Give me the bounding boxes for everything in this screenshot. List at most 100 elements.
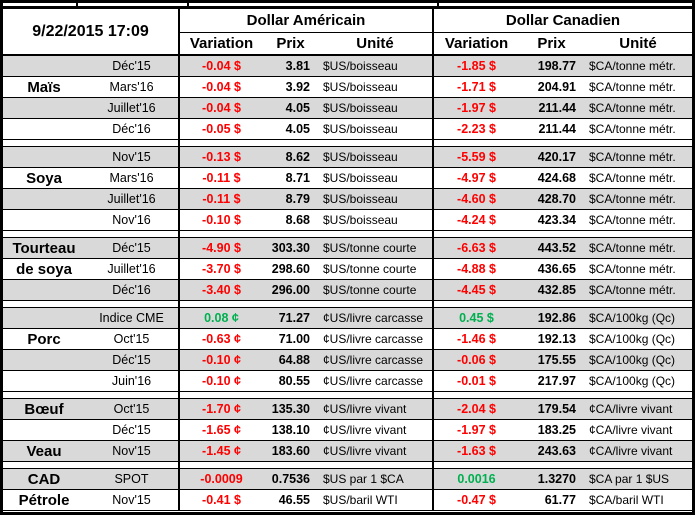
variation-us: -0.0009 [178, 469, 263, 489]
prix-ca: 443.52 [537, 241, 576, 255]
variation-us: -0.13 $ [178, 147, 263, 167]
contract-month: Juillet'16 [107, 192, 156, 206]
ca-variation-header: Variation [432, 33, 519, 54]
table-row: Indice CME 0.08 ¢ 71.27 ¢US/livre carcasse 0… [3, 308, 692, 329]
prix-ca: 183.25 [537, 423, 576, 437]
unite-ca: $CA/tonne métr. [589, 122, 676, 136]
commodity-label [3, 210, 85, 230]
group-separator [3, 301, 692, 308]
separator-cell [432, 462, 692, 468]
prix-us: 183.60 [271, 444, 310, 458]
variation-ca: -1.63 $ [432, 441, 519, 461]
prix-ca: 428.70 [537, 192, 576, 206]
commodity-label [3, 147, 85, 167]
prix-ca: 1.3270 [537, 472, 576, 486]
prix-us: 3.81 [285, 59, 310, 73]
prix-ca: 204.91 [537, 80, 576, 94]
unite-ca: $CA/tonne métr. [589, 241, 676, 255]
separator-cell [3, 231, 178, 237]
separator-cell [432, 231, 692, 237]
unite-us: $US/tonne courte [323, 241, 417, 255]
separator-cell [178, 231, 432, 237]
variation-ca: 0.45 $ [432, 308, 519, 328]
us-dollar-header: Dollar Américain [178, 9, 432, 33]
variation-ca: -4.60 $ [432, 189, 519, 209]
contract-month: Nov'15 [112, 150, 151, 164]
prix-ca: 420.17 [537, 150, 576, 164]
prix-ca: 424.68 [537, 171, 576, 185]
commodity-label: Soya [26, 169, 62, 187]
prix-us: 71.27 [278, 311, 310, 325]
commodity-label: Maïs [27, 78, 61, 96]
prix-ca: 61.77 [544, 493, 576, 507]
ca-unite-header: Unité [619, 35, 657, 52]
table-row: Déc'15 -1.65 ¢ 138.10 ¢US/livre vivant -1.97… [3, 420, 692, 441]
prix-us: 4.05 [285, 101, 310, 115]
variation-ca: -1.97 $ [432, 420, 519, 440]
table-row: Nov'15 -0.13 $ 8.62 $US/boisseau -5.59 $ 420.… [3, 147, 692, 168]
contract-month: SPOT [114, 472, 149, 486]
commodity-label [3, 350, 85, 370]
contract-month: Déc'15 [112, 423, 151, 437]
contract-month: Juillet'16 [107, 101, 156, 115]
prix-ca: 436.65 [537, 262, 576, 276]
unite-ca: $CA/tonne métr. [589, 192, 676, 206]
unite-ca: $CA/tonne métr. [589, 213, 676, 227]
prix-ca: 217.97 [537, 374, 576, 388]
unite-us: $US/tonne courte [323, 262, 417, 276]
prix-ca: 198.77 [537, 59, 576, 73]
unite-ca: $CA/100kg (Qc) [589, 332, 676, 346]
separator-cell [3, 140, 178, 146]
contract-month: Nov'15 [112, 493, 151, 507]
unite-us: ¢US/livre vivant [323, 444, 407, 458]
separator-cell [178, 392, 432, 398]
contract-month: Déc'15 [112, 241, 151, 255]
commodity-label [3, 420, 85, 440]
report-timestamp: 9/22/2015 17:09 [32, 22, 149, 40]
unite-us: $US/boisseau [323, 59, 398, 73]
variation-ca: -4.45 $ [432, 280, 519, 300]
us-variation-header: Variation [178, 33, 263, 54]
prix-ca: 243.63 [537, 444, 576, 458]
prix-us: 46.55 [278, 493, 310, 507]
unite-us: $US/boisseau [323, 213, 398, 227]
prix-us: 8.79 [285, 192, 310, 206]
variation-ca: -1.71 $ [432, 77, 519, 97]
variation-ca: -2.23 $ [432, 119, 519, 139]
variation-us: -0.04 $ [178, 77, 263, 97]
commodity-label [3, 98, 85, 118]
unite-us: $US par 1 $CA [323, 472, 404, 486]
unite-ca: $CA/tonne métr. [589, 80, 676, 94]
unite-us: $US/boisseau [323, 192, 398, 206]
prix-ca: 423.34 [537, 213, 576, 227]
variation-us: -1.65 ¢ [178, 420, 263, 440]
prix-us: 8.71 [285, 171, 310, 185]
variation-ca: -4.24 $ [432, 210, 519, 230]
table-header: 9/22/2015 17:09 Dollar Américain Dollar … [3, 9, 692, 56]
unite-ca: $CA/100kg (Qc) [589, 353, 676, 367]
variation-ca: -4.88 $ [432, 259, 519, 279]
unite-ca: $CA/baril WTI [589, 493, 664, 507]
ca-dollar-header: Dollar Canadien [432, 9, 692, 33]
separator-cell [432, 140, 692, 146]
variation-us: -4.90 $ [178, 238, 263, 258]
variation-ca: -0.47 $ [432, 490, 519, 510]
table-row: de soya Juillet'16 -3.70 $ 298.60 $US/tonne … [3, 259, 692, 280]
unite-ca: ¢CA/livre vivant [589, 423, 673, 437]
prix-ca: 192.13 [537, 332, 576, 346]
contract-month: Oct'15 [113, 332, 150, 346]
commodity-label [3, 56, 85, 76]
prix-us: 135.30 [271, 402, 310, 416]
unite-ca: $CA/tonne métr. [589, 262, 676, 276]
prix-ca: 179.54 [537, 402, 576, 416]
separator-cell [178, 140, 432, 146]
commodity-label: Tourteau [12, 239, 76, 257]
unite-ca: $CA/100kg (Qc) [589, 311, 676, 325]
table-row: Juin'16 -0.10 ¢ 80.55 ¢US/livre carcasse -0.… [3, 371, 692, 392]
separator-cell [178, 462, 432, 468]
contract-month: Nov'15 [112, 444, 151, 458]
commodity-label: Porc [27, 330, 61, 348]
commodity-label: Pétrole [18, 491, 70, 509]
prix-us: 296.00 [271, 283, 310, 297]
